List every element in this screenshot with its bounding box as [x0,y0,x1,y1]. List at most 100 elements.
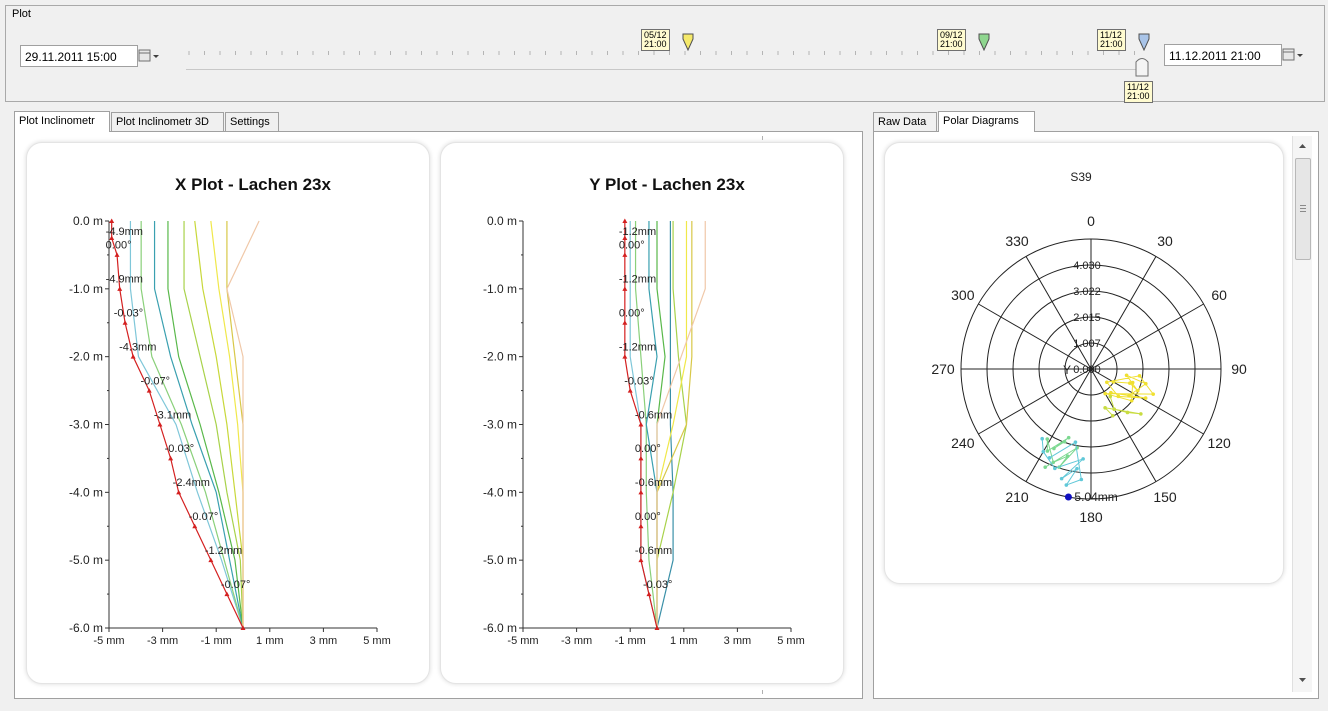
right-tab-strip: Raw Data Polar Diagrams [873,111,1323,132]
x-plot-current-point [224,591,230,597]
x-plot-current-point [130,354,136,359]
polar-point [1125,410,1130,415]
y-plot-annotation: -1.2mm [619,226,656,238]
y-plot-current-point [627,388,633,393]
y-plot-annotation: 0.00° [635,511,661,523]
marker-pin-icon[interactable] [682,33,694,51]
polar-spoke [978,368,1092,435]
polar-point [1103,391,1107,396]
polar-point [1041,449,1046,454]
start-calendar-button[interactable] [138,48,162,64]
y-plot-annotation: -0.6mm [635,545,672,557]
y-plot-title: Y Plot - Lachen 23x [589,175,745,194]
x-plot-current-point [168,455,174,461]
y-plot-x-tick-label: 3 mm [724,635,752,647]
x-plot-x-tick-label: -1 mm [201,635,232,647]
polar-point [1111,380,1116,384]
slider-thumb[interactable] [1134,56,1150,80]
polar-chart: S39 0 30 60 90 120 150 180 210 240 270 300 330 Y 4.030… [931,170,1247,525]
polar-point [1137,374,1142,378]
x-plot-current-point [240,625,246,630]
polar-point [1073,440,1078,444]
tab-polar-diagrams[interactable]: Polar Diagrams [938,111,1035,132]
polar-point [1130,380,1135,385]
polar-point [1108,394,1113,399]
y-plot-current-line [624,221,658,629]
timeline-track[interactable] [186,69,1148,70]
y-plot-x-tick-label: -1 mm [615,635,646,647]
polar-point [1043,465,1048,469]
polar-title: S39 [1070,170,1092,184]
y-plot-current-point [654,625,660,630]
x-plot-y-tick-label: 0.0 m [73,214,103,228]
polar-spoke [1090,303,1204,370]
polar-point [1112,407,1117,412]
polar-point [1127,393,1131,398]
y-plot-chart: Y Plot - Lachen 23x 0.0 m -1.0 m -2.0 m -3.0… [483,175,805,647]
vertical-scrollbar[interactable] [1292,136,1312,692]
x-plot-annotation: -4.3mm [119,341,156,353]
tab-plot-inclinometr[interactable]: Plot Inclinometr [14,111,110,132]
polar-point [1065,454,1070,459]
polar-point [1135,389,1140,393]
polar-radial-label: 0.000 [1073,364,1101,376]
x-plot-current-point [146,388,152,393]
polar-spoke [978,303,1092,370]
y-plot-current-point [638,489,644,495]
timeline-marker[interactable]: 11/12 21:00 [1097,29,1126,51]
scroll-thumb[interactable] [1295,158,1311,260]
y-plot-current-point [638,523,644,529]
end-calendar-button[interactable] [1282,47,1306,63]
marker-pin-icon[interactable] [978,33,990,51]
marker-label: 05/12 21:00 [641,29,670,51]
x-plot-annotation: -4.9mm [106,274,143,286]
polar-latest-point [1064,493,1072,501]
polar-point [1064,483,1069,487]
x-plot-annotation: -4.9mm [106,226,143,238]
x-plot-y-tick-label: -3.0 m [69,418,103,432]
x-plot-current-point [109,235,115,240]
polar-point [1040,436,1044,441]
x-plot-chart: X Plot - Lachen 23x 0.0 m -1.0 m -2.0 m -3.0… [69,175,391,647]
x-plot-x-tick-label: -5 mm [93,635,124,647]
x-plot-y-tick-label: -5.0 m [69,553,103,567]
y-plot-current-point [646,591,652,597]
polar-point [1103,405,1107,410]
polar-angle-label: 180 [1079,509,1103,525]
tab-settings[interactable]: Settings [225,112,279,131]
polar-angle-label: 300 [951,287,975,303]
slider-label-text: 11/12 21:00 [1124,81,1153,103]
polar-spoke [1090,368,1204,435]
y-plot-annotation: -0.6mm [635,409,672,421]
tab-plot-inclinometr-3d[interactable]: Plot Inclinometr 3D [111,112,224,131]
polar-angle-label: 240 [951,435,975,451]
timeline-marker[interactable]: 05/12 21:00 [641,29,670,51]
end-date-value: 11.12.2011 21:00 [1169,49,1261,63]
x-plot-current-point [109,218,115,223]
timeline-marker[interactable]: 09/12 21:00 [937,29,966,51]
y-plot-current-point [638,455,644,461]
scroll-up-icon[interactable] [1298,142,1307,150]
polar-point [1144,381,1148,386]
y-plot-annotation: -1.2mm [619,274,656,286]
tab-raw-data[interactable]: Raw Data [873,112,937,131]
polar-point [1052,446,1056,451]
y-plot-current-point [622,218,628,223]
start-date-field[interactable]: 29.11.2011 15:00 [20,45,138,67]
y-plot-annotation: -0.03° [624,375,653,387]
y-plot-annotation: 0.00° [619,308,645,320]
x-plot-history-line [129,221,244,629]
y-plot-annotation: 0.00° [635,443,661,455]
x-plot-history-line [140,221,244,629]
polar-point [1109,390,1113,395]
y-plot-y-tick-label: 0.0 m [487,214,517,228]
x-plot-current-point [117,286,123,291]
x-plot-x-tick-label: 5 mm [363,635,391,647]
x-plot-history-line [167,221,244,629]
scroll-down-icon[interactable] [1298,676,1307,684]
marker-pin-icon[interactable] [1138,33,1150,51]
x-plot-y-tick-label: -4.0 m [69,485,103,499]
end-date-field[interactable]: 11.12.2011 21:00 [1164,44,1282,66]
polar-trace [1041,438,1084,487]
x-plot-history-line [183,221,244,629]
